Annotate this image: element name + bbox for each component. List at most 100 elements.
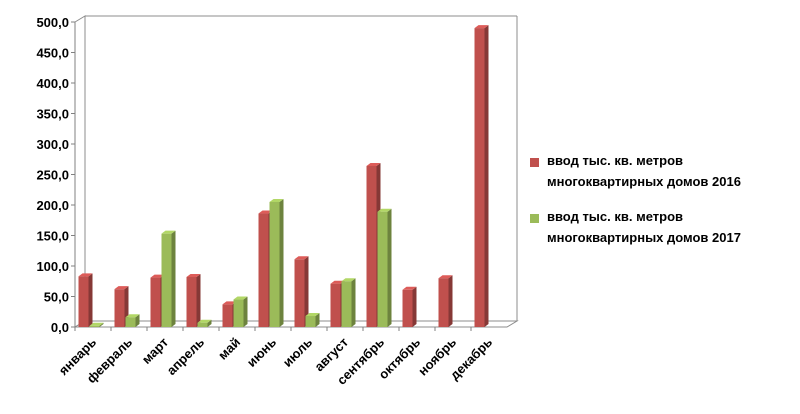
bar-front <box>89 325 100 327</box>
bar-2016-ноябрь <box>438 275 453 327</box>
bar-front <box>330 283 341 327</box>
x-tick-label: июнь <box>244 335 279 370</box>
bar-side <box>412 286 417 327</box>
bar-top <box>197 319 212 323</box>
y-tick-label: 500,0 <box>36 15 69 30</box>
bar-front <box>78 276 89 327</box>
bar-front <box>197 322 208 327</box>
bar-front <box>161 233 172 327</box>
bar-top <box>186 273 201 277</box>
bar-top <box>89 322 104 326</box>
bar-2016-апрель <box>186 273 201 327</box>
bar-side <box>99 322 104 327</box>
legend-item-2017: ввод тыс. кв. метров многоквартирных дом… <box>530 206 792 248</box>
y-tick-label: 0,0 <box>51 320 69 335</box>
bar-side <box>387 208 392 327</box>
bar-side <box>88 273 93 327</box>
legend-label-2016-line1: ввод тыс. кв. метров <box>547 153 684 168</box>
y-tick-label: 400,0 <box>36 76 69 91</box>
legend-label-2017-line2: многоквартирных домов 2017 <box>547 230 741 245</box>
bar-side <box>196 273 201 327</box>
bar-side <box>304 256 309 327</box>
bar-2017-январь <box>89 322 104 327</box>
y-tick-label: 350,0 <box>36 107 69 122</box>
bar-top <box>78 273 93 277</box>
bar-top <box>258 210 273 214</box>
bar-top <box>294 256 309 260</box>
bar-side <box>171 230 176 327</box>
bar-front <box>186 276 197 327</box>
bar-top <box>330 280 345 284</box>
bar-front <box>222 304 233 327</box>
y-tick-label: 300,0 <box>36 137 69 152</box>
bar-top <box>305 313 320 317</box>
bar-side <box>351 278 356 327</box>
bar-top <box>402 286 417 290</box>
y-axis: 0,0 50,0 100,0 150,0 200,0 250,0 300,0 350,0 400… <box>36 15 75 335</box>
bar-2017-май <box>233 296 248 327</box>
x-tick-label: май <box>215 335 243 363</box>
bar-side <box>279 198 284 327</box>
bar-side <box>243 296 248 327</box>
bar-2017-сентябрь <box>377 208 392 327</box>
bar-front <box>114 289 125 327</box>
bar-top <box>366 162 381 166</box>
bar-top <box>150 274 165 278</box>
bar-side <box>315 313 320 327</box>
bar-front <box>438 278 449 327</box>
legend-label-2017-line1: ввод тыс. кв. метров <box>547 209 684 224</box>
bar-front <box>474 28 485 327</box>
legend-label-2016-line2: многоквартирных домов 2016 <box>547 174 741 189</box>
bar-front <box>150 277 161 327</box>
bar-side <box>484 25 489 327</box>
bar-side <box>207 319 212 327</box>
bar-top <box>114 286 129 290</box>
bar-2016-июль <box>294 256 309 327</box>
bar-top <box>474 25 489 29</box>
x-tick-label: апрель <box>164 335 207 378</box>
y-tick-label: 100,0 <box>36 259 69 274</box>
bar-front <box>341 281 352 327</box>
bar-top <box>269 198 284 202</box>
bar-front <box>233 299 244 327</box>
bar-front <box>258 213 269 327</box>
bar-front <box>125 317 136 327</box>
bar-2017-февраль <box>125 314 140 327</box>
bar-side <box>448 275 453 327</box>
bar-top <box>377 208 392 212</box>
bar-2016-январь <box>78 273 93 327</box>
legend-item-2016: ввод тыс. кв. метров многоквартирных дом… <box>530 150 792 192</box>
bar-front <box>269 201 280 327</box>
legend: ввод тыс. кв. метров многоквартирных дом… <box>530 150 792 262</box>
bar-top <box>341 278 356 282</box>
y-tick-label: 50,0 <box>44 290 69 305</box>
bar-top <box>161 230 176 234</box>
bar-2016-декабрь <box>474 25 489 327</box>
bar-2017-июль <box>305 313 320 327</box>
y-tick-label: 450,0 <box>36 46 69 61</box>
legend-swatch-2016 <box>530 158 539 167</box>
bar-2017-апрель <box>197 319 212 327</box>
x-tick-label: июль <box>280 335 315 370</box>
bar-front <box>402 289 413 327</box>
bar-2017-август <box>341 278 356 327</box>
x-tick-label: март <box>139 335 171 367</box>
bar-top <box>222 301 237 305</box>
bar-2017-июнь <box>269 198 284 327</box>
bar-top <box>233 296 248 300</box>
bar-front <box>294 259 305 327</box>
bar-side <box>135 314 140 327</box>
bar-top <box>125 314 140 318</box>
y-tick-label: 200,0 <box>36 198 69 213</box>
legend-swatch-2017 <box>530 214 539 223</box>
bar-2017-март <box>161 230 176 327</box>
bars <box>78 25 489 327</box>
bar-front <box>377 211 388 327</box>
y-tick-label: 150,0 <box>36 229 69 244</box>
bar-front <box>366 165 377 327</box>
bar-2016-октябрь <box>402 286 417 327</box>
bar-top <box>438 275 453 279</box>
bar-front <box>305 316 316 327</box>
